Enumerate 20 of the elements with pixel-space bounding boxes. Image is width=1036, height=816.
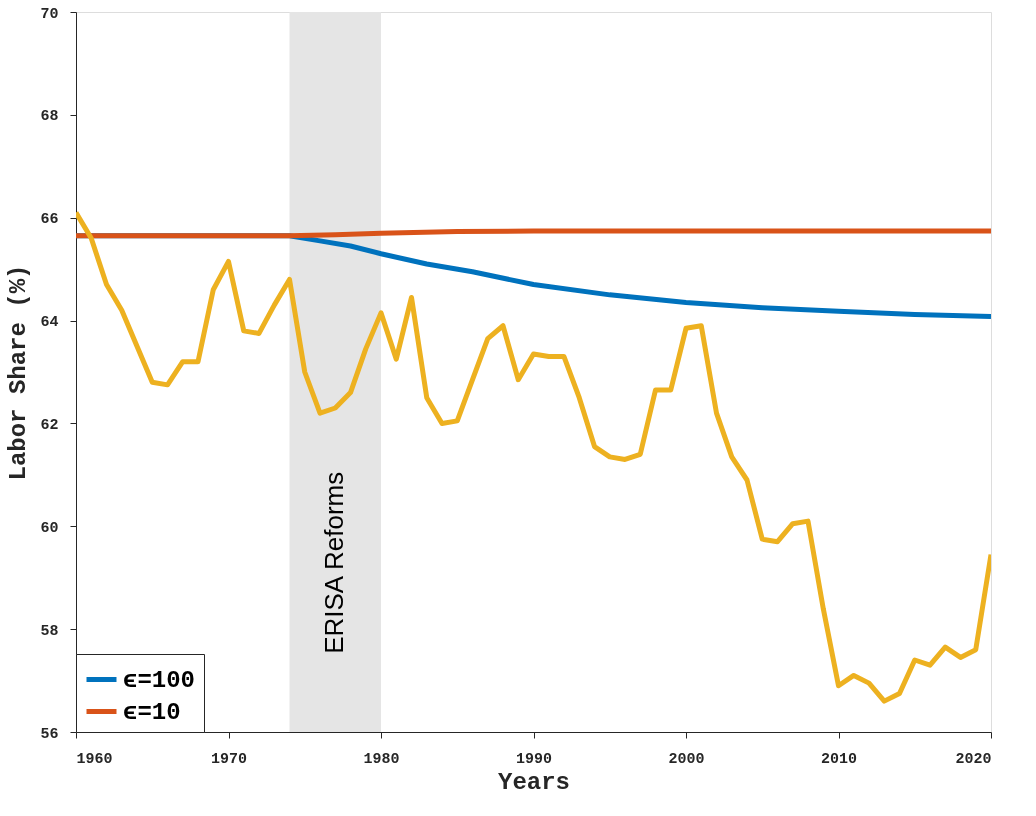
- x-tick-label: 2000: [668, 750, 705, 768]
- x-axis-title: Years: [497, 768, 571, 796]
- legend-label: ϵ=10: [123, 698, 181, 726]
- y-tick-label: 60: [40, 519, 59, 537]
- y-tick-label: 68: [40, 108, 59, 126]
- y-tick-label: 66: [40, 211, 59, 229]
- y-tick-label: 56: [40, 725, 59, 743]
- x-tick-label: 1960: [76, 750, 113, 768]
- x-tick-label: 2010: [820, 750, 858, 768]
- y-tick-label: 64: [40, 314, 59, 332]
- y-axis-title: Labor Share (%): [5, 264, 33, 481]
- legend-label: ϵ=100: [123, 666, 196, 694]
- x-tick-label: 1990: [515, 750, 553, 768]
- y-tick-label: 70: [40, 5, 59, 23]
- x-tick-label: 1980: [363, 750, 400, 768]
- x-tick-label: 1970: [210, 750, 248, 768]
- y-tick-label: 58: [40, 622, 59, 640]
- x-tick-label: 2020: [955, 750, 992, 768]
- band-label: ERISA Reforms: [319, 471, 350, 654]
- y-tick-label: 62: [40, 416, 59, 434]
